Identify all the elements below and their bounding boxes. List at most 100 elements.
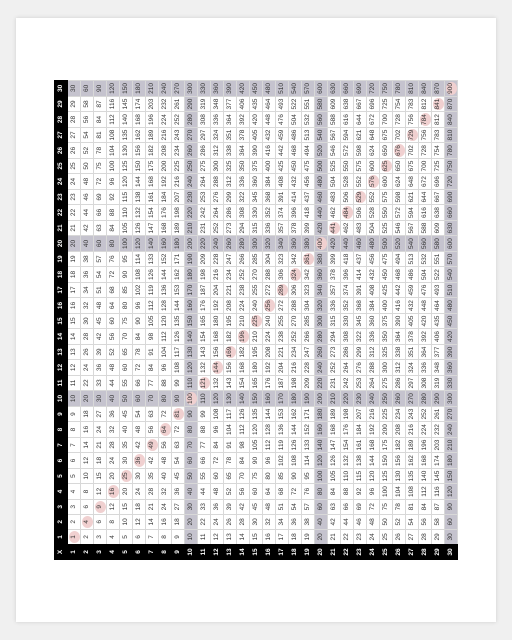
product-cell: 99	[198, 406, 211, 422]
row-header: 24	[367, 544, 380, 559]
product-cell: 420	[445, 329, 458, 345]
product-cell: 80	[120, 298, 133, 314]
product-cell: 210	[146, 81, 159, 97]
product-cell: 152	[159, 251, 172, 267]
product-cell: 195	[224, 313, 237, 329]
product-cell: 18	[94, 453, 107, 469]
product-cell: 182	[237, 344, 250, 360]
product-cell: 210	[328, 391, 341, 407]
product-cell: 594	[341, 127, 354, 143]
product-cell: 522	[289, 96, 302, 112]
product-cell: 171	[172, 251, 185, 267]
product-cell: 207	[172, 189, 185, 205]
product-cell: 81	[172, 406, 185, 422]
product-cell: 145	[120, 96, 133, 112]
product-cell: 391	[354, 282, 367, 298]
product-cell: 600	[315, 81, 328, 97]
product-cell: 81	[406, 499, 419, 514]
product-cell: 75	[380, 499, 393, 514]
product-cell: 312	[224, 174, 237, 190]
product-cell: 273	[328, 344, 341, 360]
product-cell: 729	[406, 127, 419, 143]
product-cell: 319	[432, 375, 445, 391]
col-header: 12	[55, 360, 68, 376]
product-cell: 108	[107, 127, 120, 143]
product-cell: 414	[289, 189, 302, 205]
product-cell: 72	[211, 453, 224, 469]
product-cell: 475	[380, 251, 393, 267]
product-cell: 6	[68, 453, 81, 469]
product-cell: 133	[302, 437, 315, 453]
product-cell: 21	[146, 499, 159, 514]
col-header: 26	[55, 143, 68, 159]
product-cell: 180	[445, 453, 458, 469]
product-cell: 18	[133, 499, 146, 514]
product-cell: 180	[211, 313, 224, 329]
col-header: 24	[55, 174, 68, 190]
product-cell: 112	[159, 329, 172, 345]
product-cell: 504	[367, 220, 380, 236]
product-cell: 8	[81, 484, 94, 500]
product-cell: 57	[302, 499, 315, 514]
product-cell: 136	[159, 282, 172, 298]
product-cell: 6	[94, 514, 107, 529]
product-cell: 462	[341, 220, 354, 236]
product-cell: 36	[133, 453, 146, 469]
product-cell: 42	[146, 453, 159, 469]
product-cell: 240	[185, 174, 198, 190]
product-cell: 216	[289, 360, 302, 376]
product-cell: 437	[302, 189, 315, 205]
product-cell: 27	[172, 499, 185, 514]
row-header: 16	[263, 544, 276, 559]
product-cell: 42	[328, 514, 341, 529]
product-cell: 240	[159, 81, 172, 97]
product-cell: 216	[159, 127, 172, 143]
product-cell: 260	[393, 391, 406, 407]
product-cell: 360	[315, 267, 328, 283]
product-cell: 420	[237, 81, 250, 97]
product-cell: 250	[185, 158, 198, 174]
product-cell: 18	[81, 406, 94, 422]
col-header: 2	[55, 514, 68, 529]
product-cell: 476	[276, 112, 289, 128]
product-cell: 348	[211, 96, 224, 112]
product-cell: 96	[367, 484, 380, 500]
product-cell: 264	[341, 360, 354, 376]
product-cell: 36	[211, 499, 224, 514]
product-cell: 84	[211, 437, 224, 453]
product-cell: 437	[354, 251, 367, 267]
product-cell: 184	[159, 189, 172, 205]
product-cell: 780	[393, 81, 406, 97]
product-cell: 616	[341, 112, 354, 128]
product-cell: 676	[393, 143, 406, 159]
product-cell: 176	[198, 298, 211, 314]
product-cell: 4	[68, 484, 81, 500]
product-cell: 36	[289, 514, 302, 529]
product-cell: 14	[237, 529, 250, 544]
product-cell: 630	[445, 220, 458, 236]
product-cell: 352	[263, 205, 276, 221]
product-cell: 170	[276, 391, 289, 407]
product-cell: 40	[107, 391, 120, 407]
row-header: 21	[328, 544, 341, 559]
product-cell: 364	[237, 143, 250, 159]
product-cell: 570	[302, 81, 315, 97]
product-cell: 30	[94, 391, 107, 407]
product-cell: 28	[107, 437, 120, 453]
product-cell: 351	[406, 344, 419, 360]
product-cell: 108	[211, 406, 224, 422]
product-cell: 783	[406, 96, 419, 112]
product-cell: 230	[185, 189, 198, 205]
product-cell: 306	[276, 267, 289, 283]
product-cell: 408	[276, 174, 289, 190]
product-cell: 532	[302, 112, 315, 128]
product-cell: 110	[198, 391, 211, 407]
product-cell: 128	[263, 422, 276, 438]
product-cell: 378	[406, 329, 419, 345]
product-cell: 91	[224, 437, 237, 453]
product-cell: 84	[237, 453, 250, 469]
product-cell: 60	[107, 313, 120, 329]
product-cell: 500	[380, 236, 393, 252]
row-header: 11	[198, 544, 211, 559]
product-cell: 50	[380, 514, 393, 529]
